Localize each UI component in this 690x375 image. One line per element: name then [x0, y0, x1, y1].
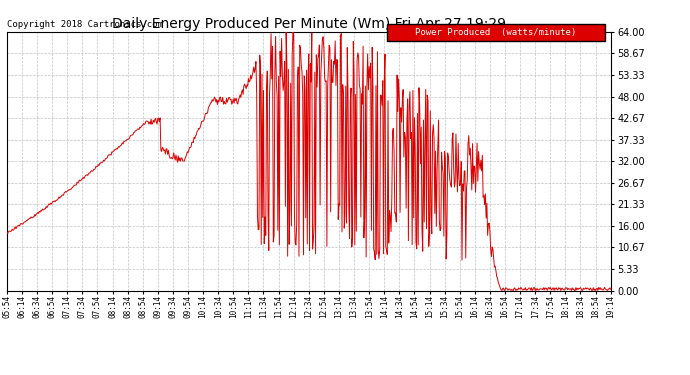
Text: Copyright 2018 Cartronics.com: Copyright 2018 Cartronics.com [7, 20, 163, 29]
Title: Daily Energy Produced Per Minute (Wm) Fri Apr 27 19:29: Daily Energy Produced Per Minute (Wm) Fr… [112, 17, 506, 31]
FancyBboxPatch shape [387, 24, 604, 41]
Text: Power Produced  (watts/minute): Power Produced (watts/minute) [415, 28, 577, 37]
